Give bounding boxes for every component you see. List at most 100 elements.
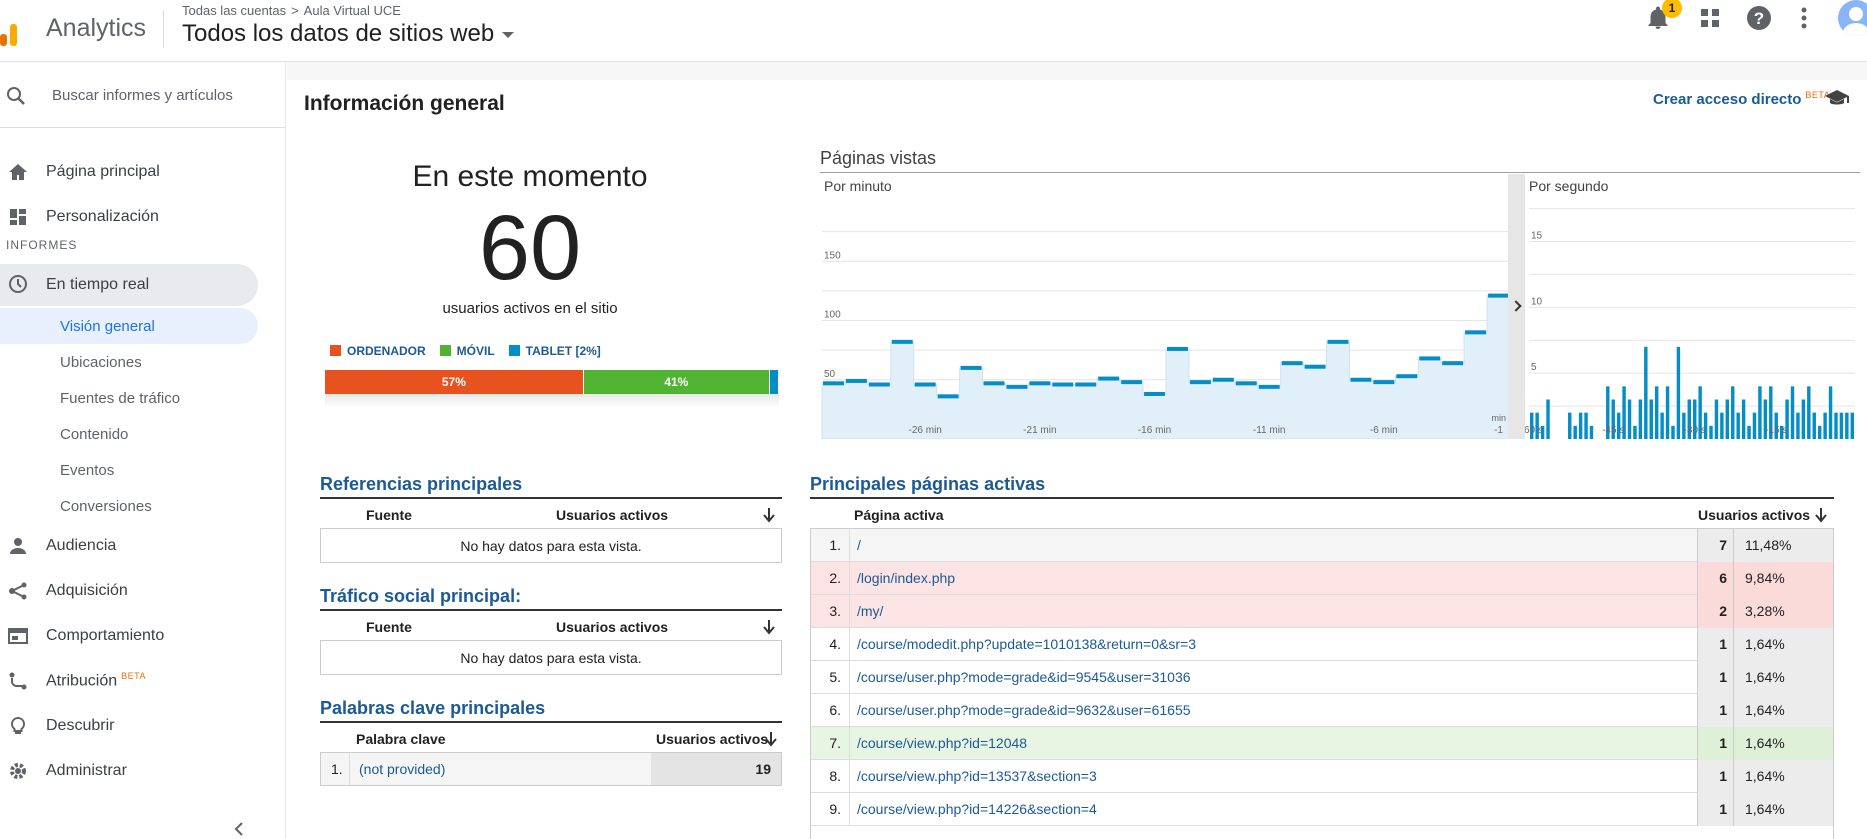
sidebar-search[interactable]: Buscar informes y artículos [0,62,286,128]
table-row: 5. /course/user.php?mode=grade&id=9545&us… [811,661,1833,694]
data-bar [1769,386,1773,439]
data-bar [1850,412,1854,439]
app-name[interactable]: Analytics [46,14,147,42]
col-active-page[interactable]: Página activa [854,507,944,523]
page-users: 6 [1719,570,1727,586]
beta-badge: BETA [1805,90,1831,100]
sidebar-subitem-traffic-sources[interactable]: Fuentes de tráfico [0,380,286,416]
page-link[interactable]: /course/modedit.php?update=1010138&retur… [857,636,1196,652]
column-divider [1733,760,1734,793]
col-keyword[interactable]: Palabra clave [356,731,446,747]
page-percent: 1,64% [1745,702,1785,718]
analytics-logo[interactable] [0,10,30,46]
col-active-users[interactable]: Usuarios activos [1698,507,1811,523]
column-divider [1697,727,1698,760]
column-divider [1697,661,1698,694]
sidebar-subitem-overview[interactable]: Visión general [0,308,258,344]
col-source[interactable]: Fuente [366,619,412,635]
breadcrumb-account[interactable]: Todas las cuentas [182,3,287,18]
col-source[interactable]: Fuente [366,507,412,523]
sidebar-subitem-events[interactable]: Eventos [0,452,286,488]
create-shortcut-link[interactable]: Crear acceso directo BETA [1653,90,1830,108]
keywords-title: Palabras clave principales [320,698,546,718]
col-active-users[interactable]: Usuarios activos [656,731,769,747]
breadcrumb[interactable]: Todas las cuentas > Aula Virtual UCE [182,3,401,18]
sidebar-item-discover[interactable]: Descubrir [0,706,286,746]
view-selector[interactable]: Todos los datos de sitios web [182,20,515,48]
more-options-icon[interactable] [1786,0,1822,36]
data-bar [1622,386,1626,439]
page-link[interactable]: /course/view.php?id=14226&section=4 [857,801,1097,817]
search-label[interactable]: Buscar informes y artículos [52,87,233,104]
data-bar [1741,399,1746,439]
collapse-sidebar-icon[interactable] [232,822,246,836]
sort-desc-icon[interactable] [762,619,776,635]
user-avatar[interactable] [1838,0,1867,36]
view-name[interactable]: Todos los datos de sitios web [182,20,495,47]
sidebar-item-admin[interactable]: Administrar [0,751,286,791]
per-second-svg: 5 10 15 -60 s -45 s -30 s -15 s [1525,208,1855,439]
dropdown-caret-icon[interactable] [502,31,515,38]
sidebar-item-realtime[interactable]: En tiempo real [0,264,258,306]
data-bar [1649,399,1653,439]
metric-cell-bg [1697,661,1833,694]
sidebar-item-home[interactable]: Página principal [0,152,286,192]
sidebar-item-customization[interactable]: Personalización [0,197,286,237]
y-tick-label: 15 [1531,231,1543,242]
create-shortcut-label[interactable]: Crear acceso directo [1653,91,1802,108]
per-minute-label: Por minuto [824,178,892,194]
data-bar [1530,412,1534,439]
legend-tablet: TABLET [2%] [508,344,601,358]
active-users-label: usuarios activos en el sitio [442,300,618,317]
sidebar-item-label: Audiencia [46,537,117,554]
page-link[interactable]: /login/index.php [857,570,956,586]
chart-expand-toggle[interactable] [1508,174,1525,439]
sidebar-item-attribution[interactable]: Atribución BETA [0,661,286,701]
data-bar [914,382,936,387]
help-icon[interactable]: ? [1741,0,1777,36]
page-link[interactable]: /course/user.php?mode=grade&id=9545&user… [857,669,1191,685]
row-number: 7. [829,735,841,751]
sidebar-subitem-locations[interactable]: Ubicaciones [0,344,286,380]
row-number: 2. [829,570,841,586]
page-link[interactable]: / [857,537,861,553]
apps-grid-icon[interactable] [1692,0,1728,36]
sort-desc-icon[interactable] [1814,507,1828,523]
notifications-bell-icon[interactable]: 1 [1640,0,1682,36]
page-link[interactable]: /course/view.php?id=12048 [857,735,1028,751]
sidebar-subitem-conversions[interactable]: Conversiones [0,488,286,524]
chevron-right-icon[interactable] [1510,300,1522,312]
page-title: Información general [304,92,505,115]
page-link[interactable]: /my/ [857,603,884,619]
x-unit-label: min [1491,413,1506,423]
data-bar [1304,364,1326,369]
data-bar [868,382,890,387]
page-link[interactable]: /course/view.php?id=13537&section=3 [857,768,1097,784]
column-divider [849,595,850,628]
sidebar-subitem-content[interactable]: Contenido [0,416,286,452]
x-tick-label: -60 s [1525,425,1543,436]
sort-desc-icon[interactable] [764,731,778,747]
active-pages-header: Página activa Usuarios activos [810,497,1834,529]
sidebar-item-acquisition[interactable]: Adquisición [0,571,286,611]
col-active-users[interactable]: Usuarios activos [556,507,669,523]
data-bar [1660,412,1664,439]
page-link[interactable]: /course/user.php?mode=grade&id=9632&user… [857,702,1191,718]
data-bar [1747,425,1751,439]
data-bar [1540,425,1545,439]
y-tick-label: 5 [1531,362,1537,373]
breadcrumb-property[interactable]: Aula Virtual UCE [303,3,401,18]
data-bar [891,339,913,344]
sort-desc-icon[interactable] [762,507,776,523]
sidebar-subitem-label: Eventos [60,461,115,479]
pageviews-title: Páginas vistas [820,148,937,168]
empty-message: No hay datos para esta vista. [460,650,642,666]
graduation-cap-icon[interactable] [1824,88,1850,108]
sidebar-item-behavior[interactable]: Comportamiento [0,616,286,656]
sidebar-item-audience[interactable]: Audiencia [0,526,286,566]
col-active-users[interactable]: Usuarios activos [556,619,669,635]
right-now-title: En este momento [412,160,648,193]
row-number: 4. [829,636,841,652]
active-pages-title: Principales páginas activas [810,474,1046,494]
keyword-link[interactable]: (not provided) [359,761,446,777]
